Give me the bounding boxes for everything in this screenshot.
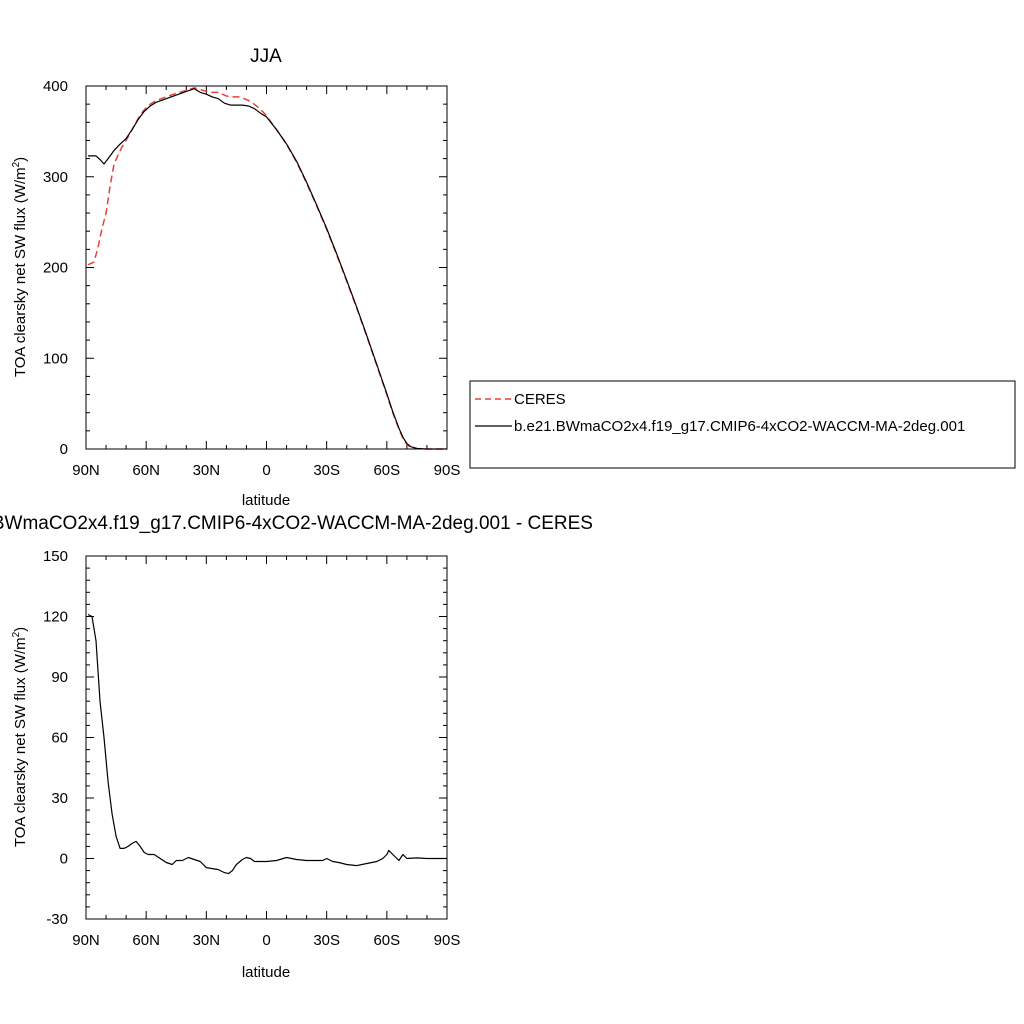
- legend-label-model: b.e21.BWmaCO2x4.f19_g17.CMIP6-4xCO2-WACC…: [514, 418, 965, 435]
- x-tick-label: 30N: [193, 462, 221, 479]
- top-axis-ticks: [85, 85, 448, 450]
- top-y-axis-label-main: TOA clearsky net SW flux (W/m: [12, 167, 29, 377]
- top-panel: JJA 90N 60N 30N 0 30S 60S 90S 0 100 200 300 400 lat…: [11, 46, 460, 509]
- y-tick-label: 0: [60, 441, 68, 458]
- y-tick-label: 150: [43, 548, 68, 565]
- y-tick-label: 200: [43, 260, 68, 277]
- y-tick-label: 0: [60, 851, 68, 868]
- x-tick-label: 90N: [72, 462, 100, 479]
- x-tick-label: 60S: [373, 462, 400, 479]
- bottom-y-axis-label-sup: 2: [11, 631, 22, 637]
- y-tick-label: -30: [46, 911, 68, 928]
- bottom-tick-labels: 90N 60N 30N 0 30S 60S 90S -30 0 30 60 90 120 150: [43, 548, 460, 949]
- top-series-lines: [87, 87, 447, 450]
- x-tick-label: 60S: [373, 932, 400, 949]
- y-tick-label: 120: [43, 609, 68, 626]
- bottom-y-axis-label-main: TOA clearsky net SW flux (W/m: [12, 637, 29, 847]
- x-tick-label: 60N: [132, 462, 160, 479]
- x-tick-label: 30S: [313, 462, 340, 479]
- top-chart-title: JJA: [250, 46, 282, 67]
- y-tick-label: 60: [51, 730, 68, 747]
- x-tick-label: 90S: [434, 932, 461, 949]
- y-tick-label: 30: [51, 790, 68, 807]
- top-plot-frame: [85, 85, 448, 450]
- series-line-top-0: [87, 87, 447, 450]
- x-tick-label: 0: [262, 932, 270, 949]
- bottom-y-axis-label-tail: ): [12, 627, 29, 632]
- x-tick-label: 90N: [72, 932, 100, 949]
- series-line-bot-0: [87, 613, 447, 875]
- x-tick-label: 0: [262, 462, 270, 479]
- y-tick-label: 90: [51, 669, 68, 686]
- bottom-plot-frame: [85, 555, 448, 920]
- top-y-axis-label-tail: ): [12, 157, 29, 162]
- bottom-axis-ticks: [85, 555, 448, 920]
- bottom-panel: b.e21.BWmaCO2x4.f19_g17.CMIP6-4xCO2-WACC…: [0, 513, 593, 981]
- bottom-chart-title: b.e21.BWmaCO2x4.f19_g17.CMIP6-4xCO2-WACC…: [0, 513, 593, 534]
- top-tick-labels: 90N 60N 30N 0 30S 60S 90S 0 100 200 300 400: [43, 78, 460, 479]
- bottom-y-axis-label: TOA clearsky net SW flux (W/m2): [11, 627, 29, 847]
- top-x-axis-label: latitude: [242, 492, 290, 509]
- y-tick-label: 300: [43, 169, 68, 186]
- series-line-top-1: [88, 88, 447, 450]
- x-tick-label: 60N: [132, 932, 160, 949]
- bottom-x-axis-label: latitude: [242, 964, 290, 981]
- legend-box: [469, 380, 1016, 469]
- top-y-axis-label: TOA clearsky net SW flux (W/m2): [11, 157, 29, 377]
- x-tick-label: 30S: [313, 932, 340, 949]
- x-tick-label: 30N: [193, 932, 221, 949]
- legend: CERES b.e21.BWmaCO2x4.f19_g17.CMIP6-4xCO…: [469, 380, 1016, 469]
- x-tick-label: 90S: [434, 462, 461, 479]
- legend-label-ceres: CERES: [514, 391, 566, 408]
- y-tick-label: 100: [43, 350, 68, 367]
- bottom-series-lines: [87, 613, 447, 875]
- top-y-axis-label-sup: 2: [11, 161, 22, 167]
- y-tick-label: 400: [43, 78, 68, 95]
